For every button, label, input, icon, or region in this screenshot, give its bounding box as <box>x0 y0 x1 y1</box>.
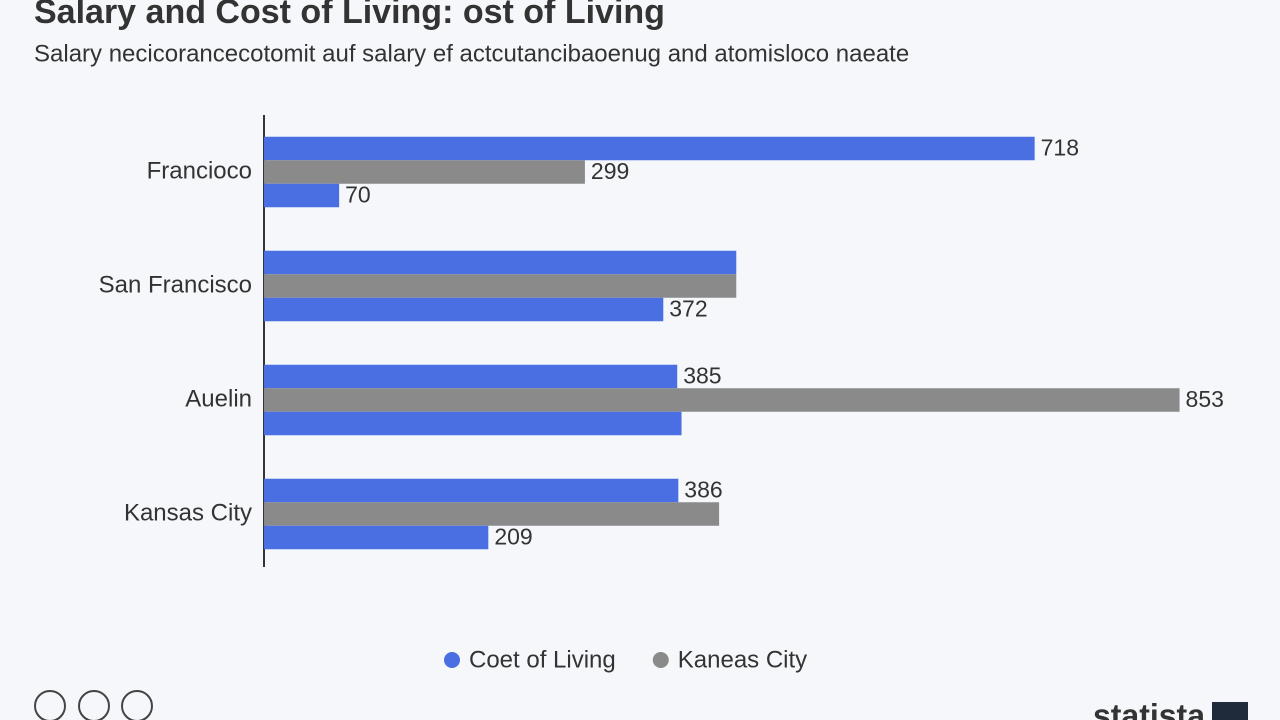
legend-label: Coet of Living <box>469 646 616 673</box>
bar <box>264 183 340 208</box>
value-label: 718 <box>1041 135 1079 161</box>
icon <box>121 690 153 720</box>
value-label: 70 <box>345 182 371 208</box>
brand: statista <box>1093 697 1205 720</box>
bar <box>264 525 489 550</box>
y-tick-label: Kansas City <box>124 499 252 526</box>
bar <box>264 250 737 275</box>
value-label: 853 <box>1186 386 1224 412</box>
legend-marker <box>652 652 669 668</box>
bar <box>264 274 737 298</box>
legend-label: Kanеas City <box>678 646 807 673</box>
bar <box>264 364 678 389</box>
y-tick-label: San Francisco <box>99 271 252 298</box>
value-label: 385 <box>683 363 721 389</box>
value-label: 299 <box>591 158 629 184</box>
icon <box>34 690 66 720</box>
bar <box>264 160 585 184</box>
bar <box>264 136 1035 161</box>
share-icons <box>34 690 153 720</box>
brand-logo <box>1212 702 1248 720</box>
value-label: 209 <box>494 524 532 550</box>
bar <box>264 502 720 526</box>
bar <box>264 478 679 503</box>
legend-marker <box>444 652 460 668</box>
y-tick-label: Auelin <box>185 385 252 412</box>
bar <box>264 297 664 322</box>
bar <box>264 411 682 436</box>
icon <box>78 690 110 720</box>
chart-title: Salary and Cost of Living: ost of Living <box>34 0 665 31</box>
value-label: 386 <box>684 477 722 503</box>
value-label: 372 <box>669 296 707 322</box>
bar <box>264 388 1180 412</box>
chart-subtitle: Salary necicorancecotomit auf salary ef … <box>34 40 909 67</box>
y-tick-label: Francioco <box>147 157 252 184</box>
